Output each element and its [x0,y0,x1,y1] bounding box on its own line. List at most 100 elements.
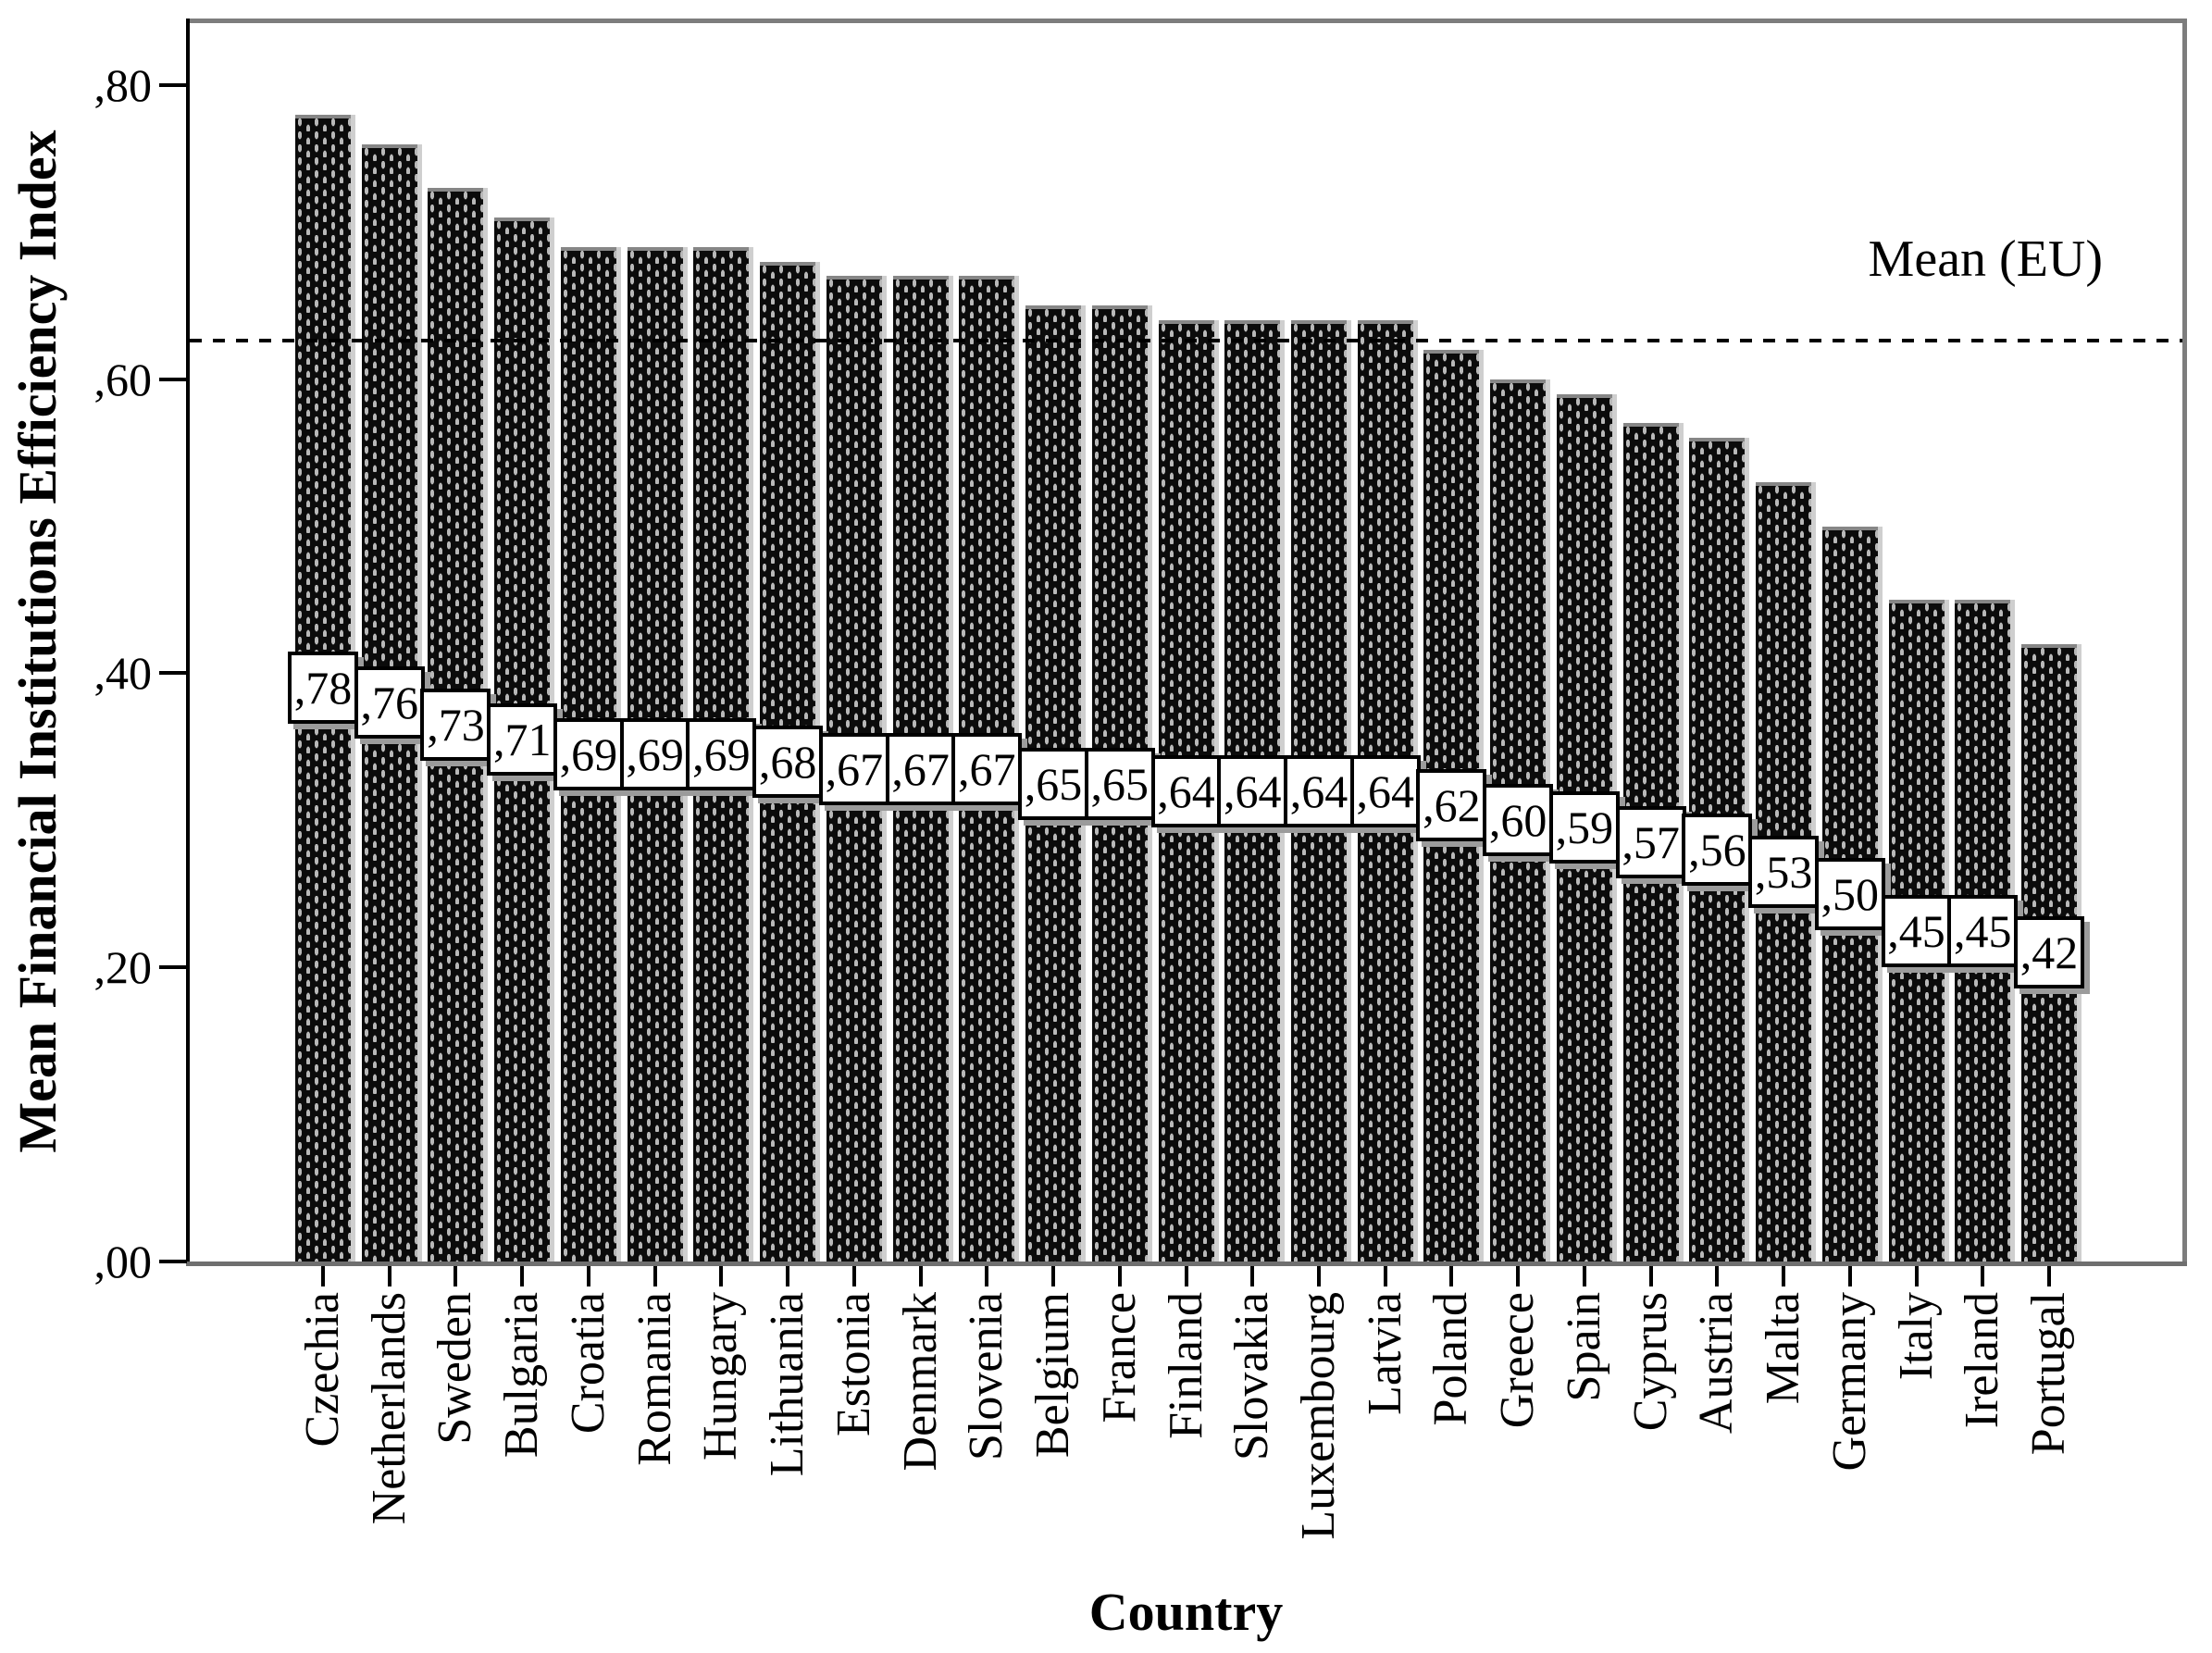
y-tick [159,965,187,970]
y-tick-label: ,40 [93,647,153,700]
x-tick-label: Belgium [1026,1292,1080,1459]
y-axis-title: Mean Financial Institutions Efficiency I… [7,130,68,1153]
x-tick [719,1266,724,1286]
bar-value-label: ,73 [420,689,491,762]
plot-frame-top-line [186,19,2187,23]
x-tick-label: Cyprus [1623,1292,1677,1432]
bar-value-label: ,57 [1615,806,1686,879]
x-tick-label: Czechia [296,1292,349,1448]
y-tick-label: ,60 [93,353,153,405]
bar-value-label: ,65 [1084,747,1155,820]
x-tick-label: Spain [1557,1292,1610,1402]
bar-value-label: ,67 [818,732,889,805]
bar-value-label: ,69 [686,717,757,790]
x-tick-label: Italy [1889,1292,1943,1381]
x-tick-label: Sweden [429,1292,482,1445]
y-tick-label: ,80 [93,58,153,111]
x-tick-label: Netherlands [362,1292,416,1525]
y-tick [159,82,187,87]
x-tick-label: Slovenia [960,1292,1013,1460]
x-tick [321,1266,325,1286]
bar-value-label: ,65 [1018,747,1089,820]
x-tick [1782,1266,1786,1286]
x-tick-label: Bulgaria [495,1292,549,1459]
mean-reference-label: Mean (EU) [1868,230,2103,288]
x-axis-line [186,1262,2187,1266]
x-tick [985,1266,989,1286]
x-tick-label: Croatia [561,1292,615,1435]
x-tick [851,1266,856,1286]
bar-value-label: ,45 [1881,894,1952,967]
x-tick [1051,1266,1056,1286]
x-tick [1250,1266,1255,1286]
x-tick-label: Latvia [1358,1292,1411,1415]
bar-value-label: ,67 [951,732,1023,805]
x-tick [1582,1266,1586,1286]
bar-value-label: ,69 [619,717,690,790]
x-tick-label: France [1092,1292,1146,1423]
mean-reference-line [190,339,2182,343]
x-tick [1316,1266,1321,1286]
plot-frame-right-line [2182,19,2187,1266]
x-tick-label: Lithuania [761,1292,814,1477]
x-tick-label: Denmark [893,1292,947,1472]
bar-value-label: ,64 [1283,754,1354,827]
x-tick-label: Germany [1822,1292,1876,1472]
bar-value-label: ,59 [1548,791,1620,864]
bar-value-label: ,45 [1947,894,2019,967]
x-tick-label: Ireland [1956,1292,2009,1429]
bar-value-label: ,69 [553,717,624,790]
bar-value-label: ,60 [1483,784,1554,857]
x-tick [1184,1266,1188,1286]
y-tick [159,671,187,676]
bar-value-label: ,56 [1682,814,1753,887]
bar-value-label: ,78 [288,652,358,725]
x-tick-label: Finland [1159,1292,1212,1439]
x-tick [387,1266,391,1286]
x-tick [1648,1266,1653,1286]
x-tick [1449,1266,1454,1286]
bar-value-label: ,67 [885,732,956,805]
x-tick-label: Hungary [694,1292,748,1460]
x-tick [1981,1266,1985,1286]
x-tick [1117,1266,1122,1286]
bar-value-label: ,64 [1349,754,1421,827]
x-tick-label: Estonia [826,1292,880,1436]
x-tick-label: Romania [628,1292,681,1466]
x-tick-label: Austria [1690,1292,1744,1435]
bar-value-label: ,68 [752,725,824,798]
bar-value-label: ,42 [2013,916,2084,989]
bar-value-label: ,53 [1748,835,1820,908]
x-tick [918,1266,923,1286]
x-tick [1516,1266,1521,1286]
x-tick-label: Slovakia [1225,1292,1279,1460]
x-tick [520,1266,525,1286]
x-tick-label: Portugal [2021,1292,2075,1456]
x-tick [786,1266,790,1286]
bar-value-label: ,76 [354,666,425,740]
x-axis-title: Country [1088,1582,1284,1642]
bar-value-label: ,71 [487,702,558,776]
x-tick-label: Malta [1757,1292,1810,1405]
x-tick-label: Poland [1424,1292,1478,1426]
x-tick [1383,1266,1387,1286]
x-tick-label: Greece [1491,1292,1545,1429]
bar-value-label: ,64 [1217,754,1288,827]
y-tick-label: ,00 [93,1236,153,1287]
y-axis-line [186,19,190,1266]
y-tick [159,377,187,381]
x-tick [2046,1266,2051,1286]
x-tick-label: Luxembourg [1291,1292,1345,1540]
x-tick [586,1266,590,1286]
x-tick [454,1266,458,1286]
bar-value-label: ,50 [1814,857,1885,930]
x-tick [652,1266,657,1286]
y-tick [159,1260,187,1263]
x-tick [1715,1266,1720,1286]
x-tick [1847,1266,1852,1286]
bar-value-label: ,64 [1150,754,1222,827]
bar-value-label: ,62 [1416,769,1487,842]
y-tick-label: ,20 [93,941,153,994]
x-tick [1914,1266,1919,1286]
